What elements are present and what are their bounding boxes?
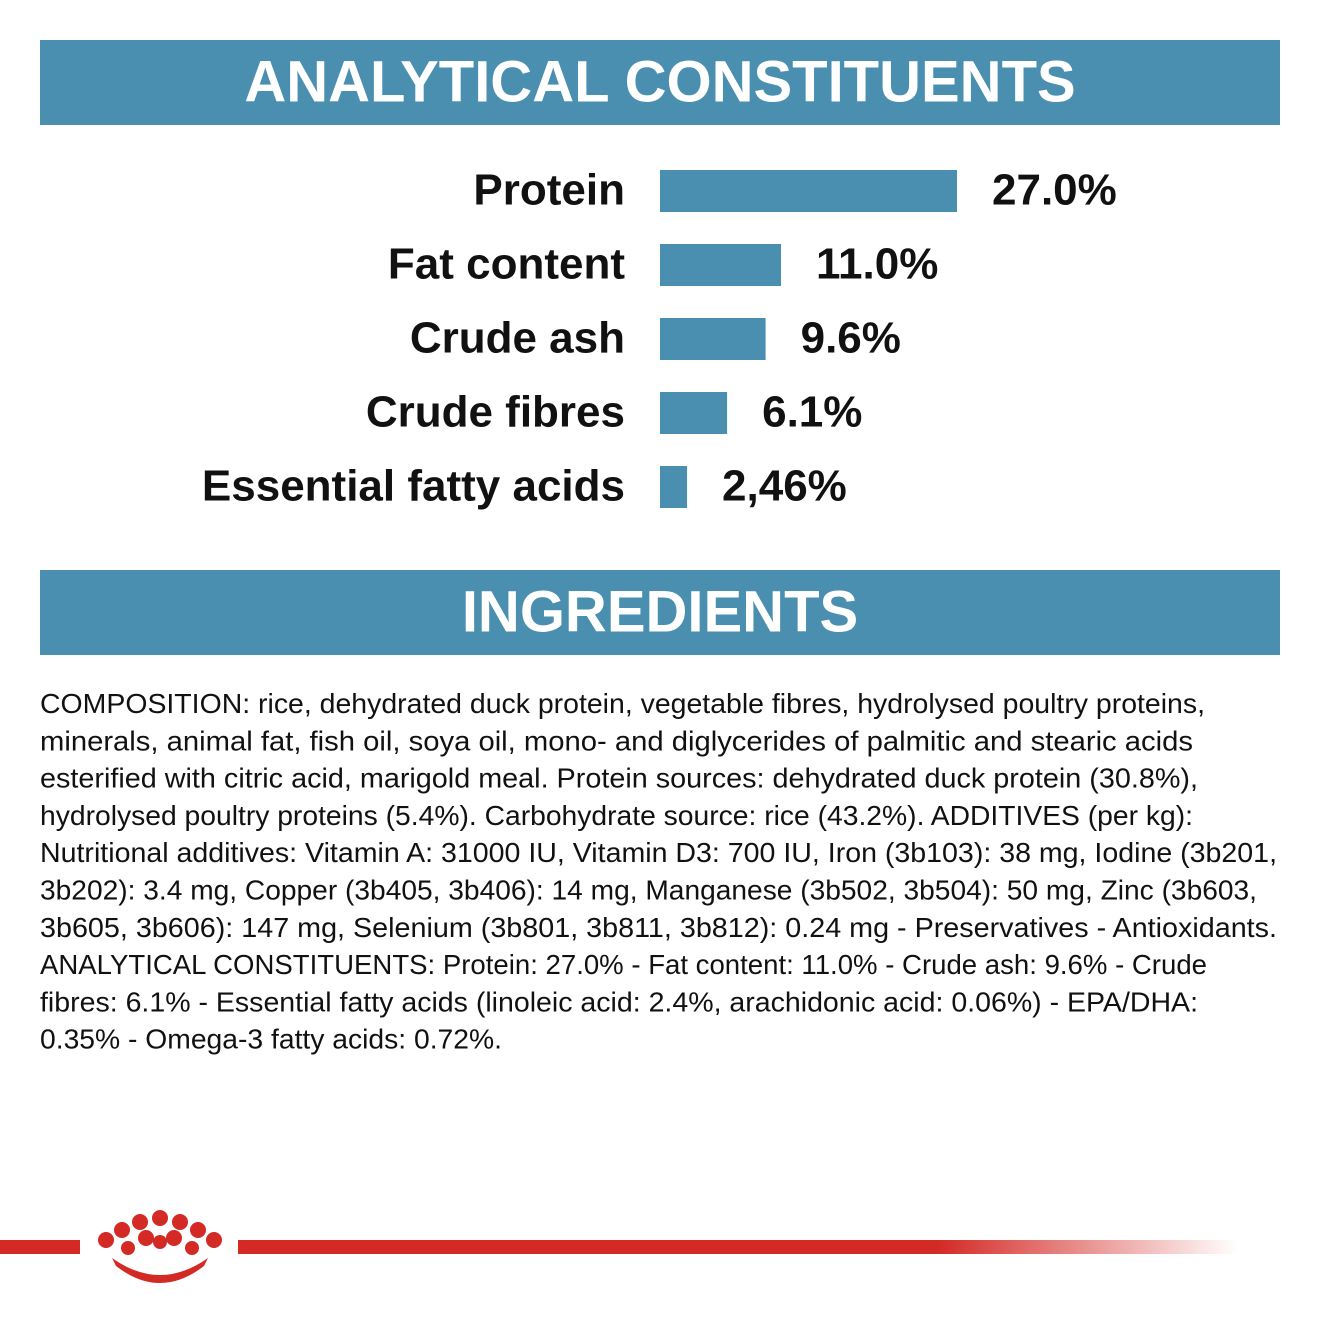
- value-label: 11.0%: [816, 240, 938, 289]
- ingredients-line: ANALYTICAL CONSTITUENTS: Protein: 27.0% …: [40, 949, 1207, 980]
- header-band: [40, 570, 1280, 655]
- bar: [660, 170, 957, 212]
- footer-line: [238, 1240, 1238, 1254]
- ingredients-line: 0.35% - Omega-3 fatty acids: 0.72%.: [40, 1024, 502, 1055]
- value-label: 6.1%: [762, 388, 862, 437]
- value-label: 27.0%: [992, 166, 1117, 215]
- ingredients-line: 3b605, 3b606): 147 mg, Selenium (3b801, …: [40, 912, 1277, 943]
- value-label: 9.6%: [801, 314, 901, 363]
- ingredients-line: esterified with citric acid, marigold me…: [40, 763, 1198, 794]
- category-label: Essential fatty acids: [202, 462, 625, 511]
- footer: [0, 1210, 1238, 1283]
- ingredients-line: 3b202): 3.4 mg, Copper (3b405, 3b406): 1…: [40, 875, 1257, 906]
- bar: [660, 392, 728, 434]
- ingredients-line: fibres: 6.1% - Essential fatty acids (li…: [40, 986, 1198, 1017]
- ingredients-line: minerals, animal fat, fish oil, soya oil…: [40, 725, 1193, 756]
- bar: [660, 318, 766, 360]
- category-label: Fat content: [388, 240, 625, 289]
- category-label: Protein: [473, 166, 625, 215]
- category-label: Crude fibres: [366, 388, 625, 437]
- ingredients-line: COMPOSITION: rice, dehydrated duck prote…: [40, 688, 1205, 719]
- ingredients-line: Nutritional additives: Vitamin A: 31000 …: [40, 837, 1277, 868]
- chart-title: ANALYTICAL CONSTITUENTS: [244, 49, 1075, 114]
- ingredients-line: hydrolysed poultry proteins (5.4%). Carb…: [40, 800, 1193, 831]
- bar: [660, 466, 688, 508]
- bar: [660, 244, 781, 286]
- header-band: [40, 40, 1280, 125]
- category-label: Crude ash: [410, 314, 625, 363]
- ingredients-title: INGREDIENTS: [462, 579, 858, 644]
- footer-line: [0, 1240, 80, 1254]
- crown-logo: [98, 1210, 222, 1283]
- value-label: 2,46%: [722, 462, 847, 511]
